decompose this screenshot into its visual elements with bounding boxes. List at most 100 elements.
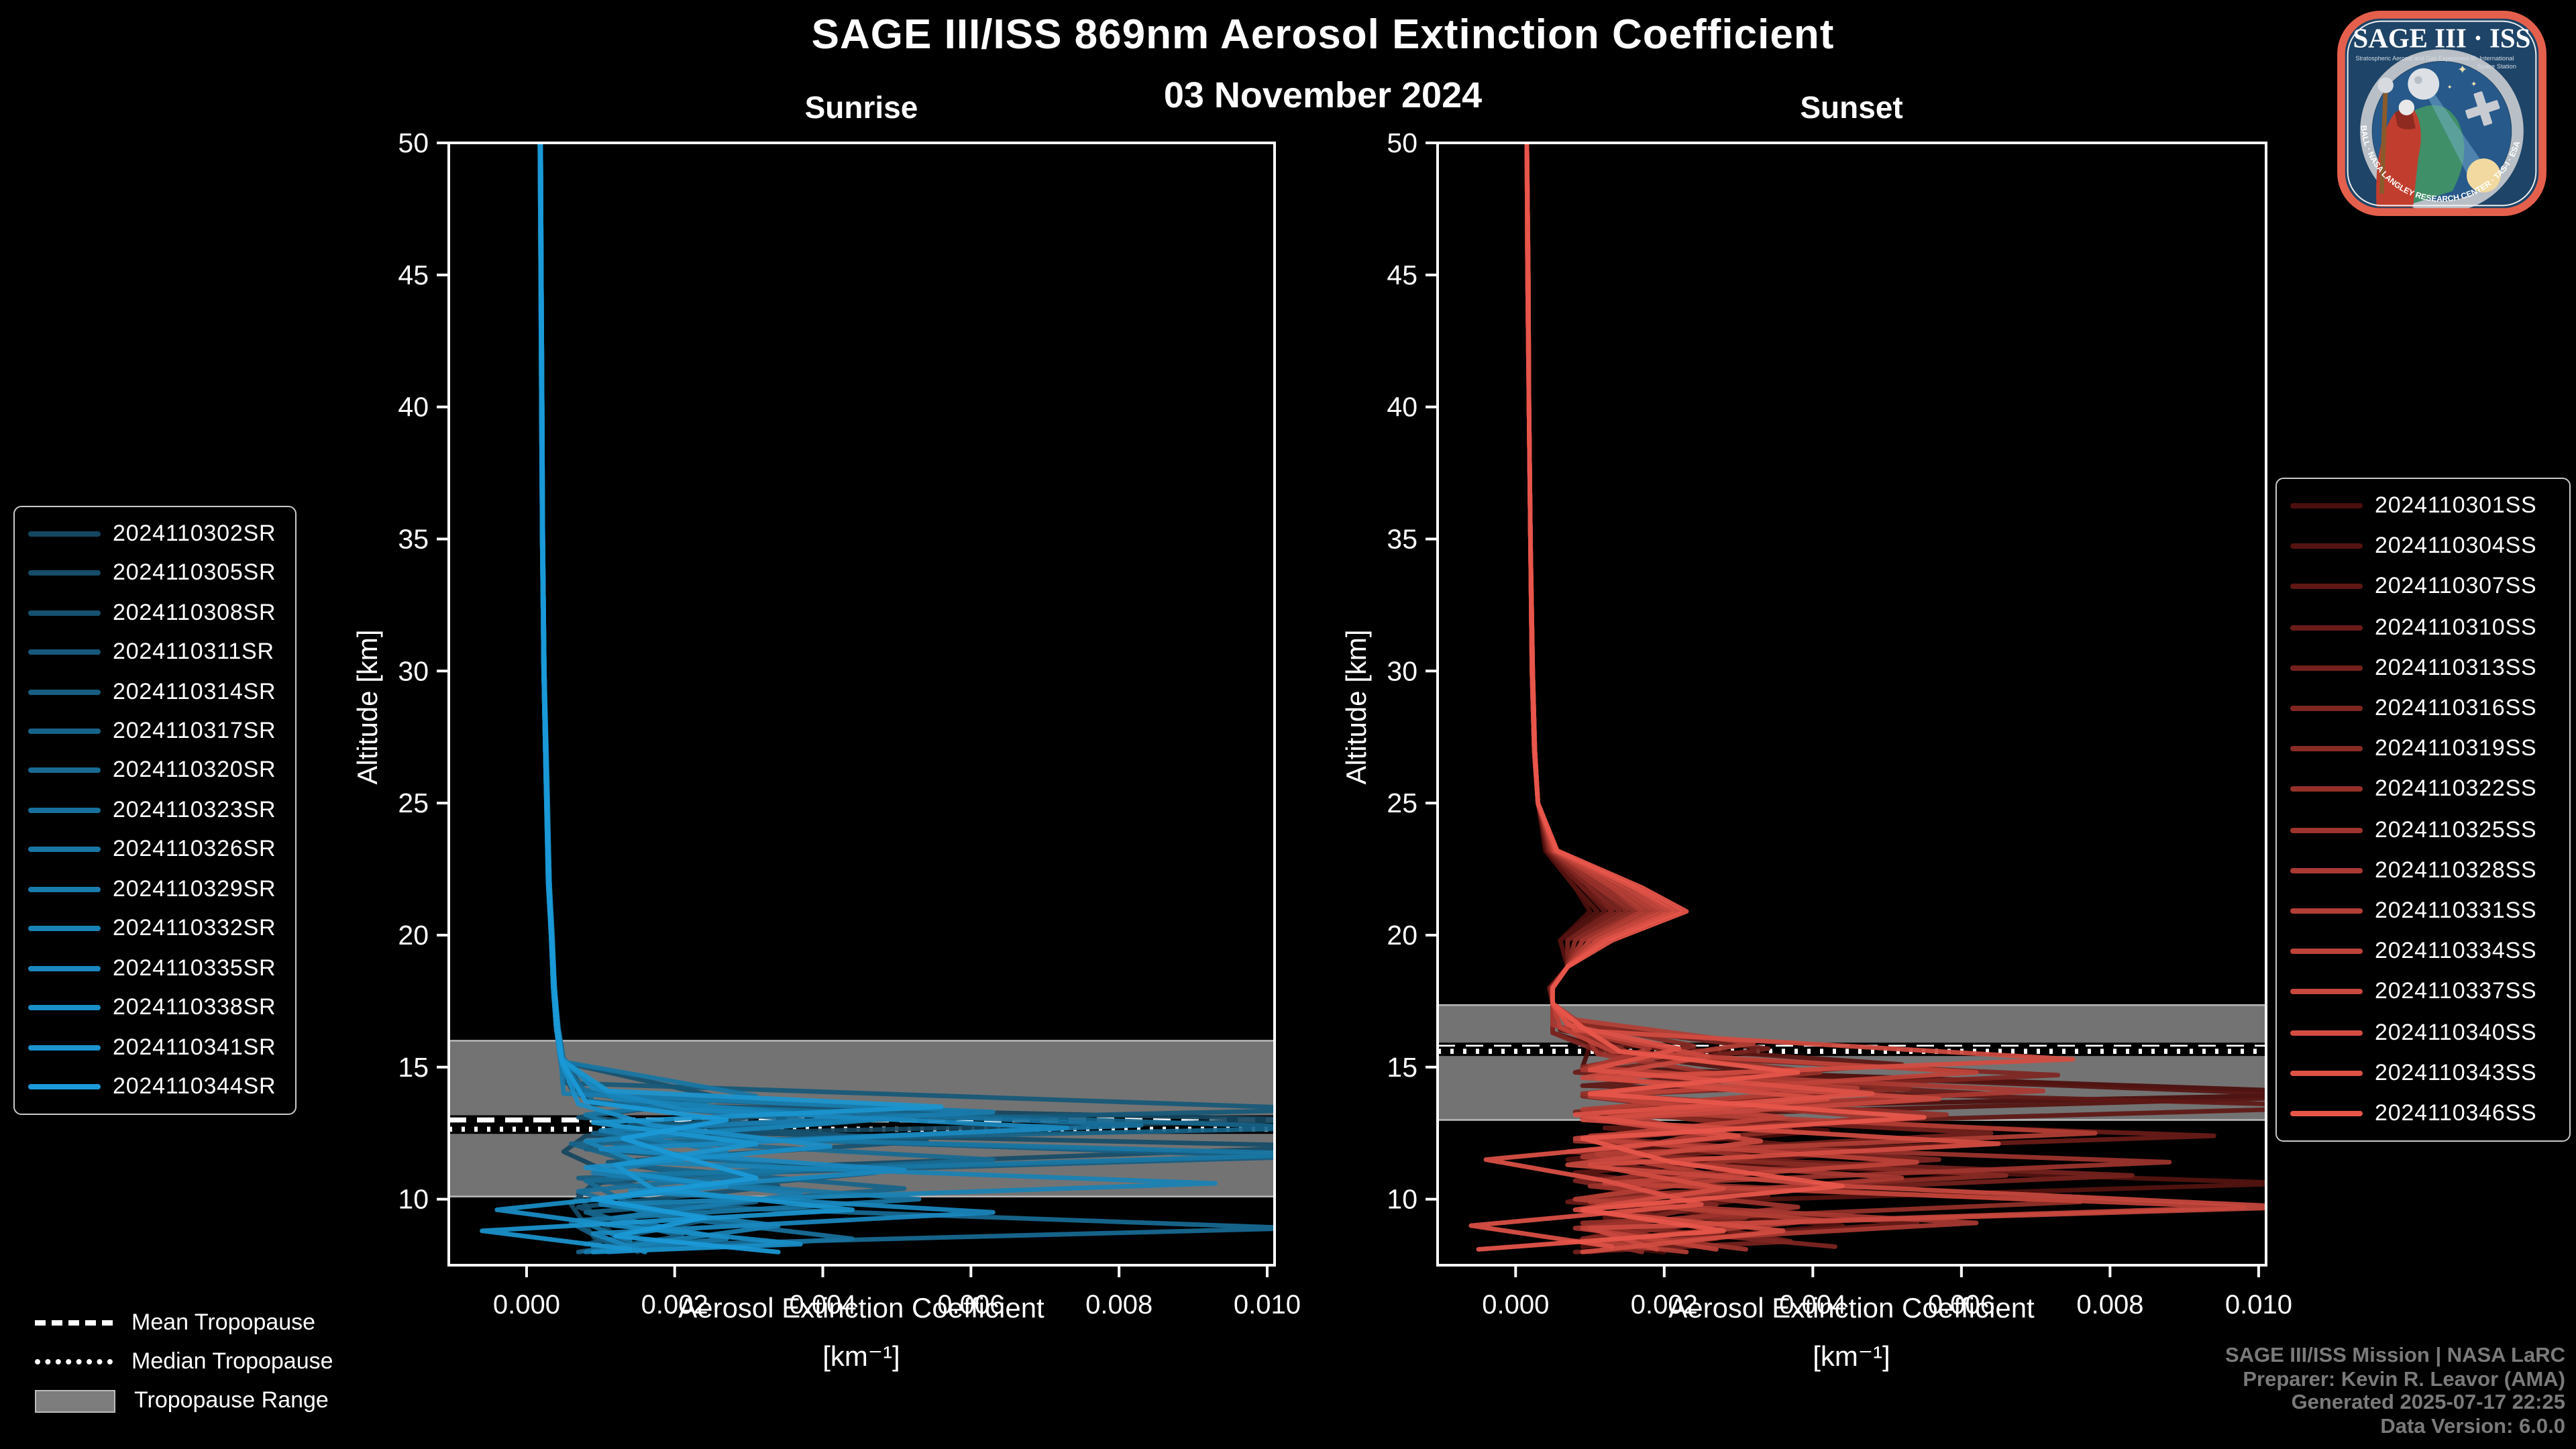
- mean-tropopause-line-sample: [35, 1320, 113, 1326]
- y-tick-label: 15: [1387, 1052, 1417, 1083]
- x-tick-label: 0.008: [1085, 1290, 1152, 1320]
- logo-sun: [2467, 158, 2501, 193]
- figure-title: SAGE III/ISS 869nm Aerosol Extinction Co…: [811, 11, 1835, 58]
- legend-item: 2024110343SS: [2290, 1059, 2556, 1086]
- legend-event-label: 2024110344SR: [113, 1073, 276, 1099]
- mean-tropopause-label: Mean Tropopause: [131, 1309, 316, 1335]
- y-tick-label: 15: [398, 1052, 429, 1083]
- x-tick-label: 0.000: [493, 1290, 560, 1320]
- legend-event-label: 2024110340SS: [2375, 1019, 2537, 1045]
- credit-data-version: Data Version: 6.0.0: [2380, 1415, 2565, 1438]
- x-tick-label: 0.004: [1779, 1290, 1846, 1320]
- legend-color-swatch: [28, 728, 101, 734]
- legend-item: 2024110323SR: [28, 797, 282, 824]
- x-tick-label: 0.004: [789, 1290, 856, 1320]
- legend-item: 2024110308SR: [28, 599, 282, 626]
- y-tick-label: 25: [398, 788, 429, 818]
- logo-border: [2337, 11, 2546, 216]
- legend-color-swatch: [28, 1044, 101, 1051]
- legend-item: 2024110332SR: [28, 916, 282, 943]
- legend-color-swatch: [2290, 949, 2363, 955]
- y-tick-label: 30: [398, 655, 429, 686]
- legend-event-label: 2024110301SS: [2375, 492, 2537, 519]
- svg-text:✦: ✦: [2457, 63, 2467, 76]
- legend-item: 2024110314SR: [28, 678, 282, 705]
- x-axis-label-sunrise: Aerosol Extinction Coefficient: [678, 1293, 1044, 1324]
- axes-spines-sunset: [1436, 142, 2267, 1267]
- legend-event-label: 2024110317SR: [113, 717, 276, 743]
- figure-date: 03 November 2024: [1163, 75, 1483, 115]
- logo-subtitle-left: Stratospheric Aerosol and Gas Experiment…: [2355, 55, 2475, 62]
- legend-sunset-events: 2024110301SS 2024110304SS 2024110307SS 2024…: [2275, 478, 2571, 1142]
- logo-subtitle-right1: International: [2479, 55, 2514, 62]
- legend-item: 2024110344SR: [28, 1073, 282, 1100]
- panel-title-sunset: Sunset: [1800, 90, 1903, 125]
- legend-item: 2024110334SS: [2290, 938, 2556, 965]
- legend-item: 2024110310SS: [2290, 614, 2556, 641]
- legend-color-swatch: [2290, 1070, 2363, 1076]
- y-tick-label: 40: [1387, 392, 1417, 423]
- legend-color-swatch: [2290, 989, 2363, 995]
- legend-color-swatch: [28, 847, 101, 853]
- legend-item: 2024110305SR: [28, 559, 282, 586]
- y-tick-label: 35: [398, 523, 429, 554]
- legend-color-swatch: [28, 965, 101, 971]
- logo-sage-figure: [2376, 77, 2421, 207]
- svg-text:✦: ✦: [2471, 80, 2477, 89]
- legend-color-swatch: [28, 1084, 101, 1090]
- legend-item: 2024110338SR: [28, 994, 282, 1021]
- y-tick-label: 20: [398, 920, 429, 951]
- x-tick-label: 0.010: [1234, 1290, 1301, 1320]
- legend-item: 2024110304SS: [2290, 533, 2556, 560]
- legend-event-label: 2024110316SS: [2375, 695, 2537, 721]
- legend-color-swatch: [28, 767, 101, 773]
- y-tick-label: 50: [1387, 127, 1417, 158]
- x-tick-label: 0.006: [937, 1290, 1004, 1320]
- x-tick-label: 0.006: [1928, 1290, 1995, 1320]
- legend-item: 2024110317SR: [28, 718, 282, 745]
- legend-item: 2024110325SS: [2290, 816, 2556, 843]
- legend-event-label: 2024110346SS: [2375, 1099, 2537, 1126]
- x-axis-units-sunrise: [km⁻¹]: [822, 1342, 900, 1373]
- legend-color-swatch: [28, 610, 101, 616]
- legend-item: 2024110313SS: [2290, 655, 2556, 682]
- y-tick-label: 10: [1387, 1184, 1417, 1215]
- legend-event-label: 2024110319SS: [2375, 735, 2537, 761]
- logo-subtitle-right2: Space Station: [2477, 63, 2516, 70]
- legend-event-label: 2024110302SR: [113, 520, 276, 546]
- median-tropopause-line-sample: [35, 1359, 113, 1364]
- legend-color-swatch: [28, 807, 101, 813]
- y-tick-label: 45: [398, 260, 429, 290]
- legend-item: 2024110302SR: [28, 520, 282, 547]
- logo-ring: [2360, 49, 2524, 213]
- tropopause-legend-median-row: Median Tropopause: [35, 1348, 333, 1375]
- legend-event-label: 2024110322SS: [2375, 775, 2537, 802]
- legend-color-swatch: [2290, 1030, 2363, 1036]
- legend-color-swatch: [2290, 746, 2363, 752]
- legend-event-label: 2024110320SR: [113, 757, 276, 783]
- legend-event-label: 2024110305SR: [113, 559, 276, 586]
- tropopause-legend: Mean Tropopause Median Tropopause Tropop…: [35, 1309, 333, 1414]
- legend-color-swatch: [2290, 503, 2363, 509]
- legend-event-label: 2024110325SS: [2375, 816, 2537, 843]
- x-tick-label: 0.000: [1482, 1290, 1549, 1320]
- logo-moon-crater: [2414, 76, 2422, 85]
- legend-item: 2024110335SR: [28, 955, 282, 981]
- legend-item: 2024110319SS: [2290, 735, 2556, 762]
- legend-color-swatch: [28, 570, 101, 576]
- y-tick-label: 30: [1387, 655, 1417, 686]
- legend-color-swatch: [28, 1005, 101, 1011]
- x-axis-label-sunset: Aerosol Extinction Coefficient: [1668, 1293, 2035, 1324]
- y-tick-label: 35: [1387, 523, 1417, 554]
- y-tick-label: 25: [1387, 788, 1417, 818]
- legend-item: 2024110311SR: [28, 639, 282, 665]
- legend-event-label: 2024110326SR: [113, 836, 276, 862]
- credit-preparer: Preparer: Kevin R. Leavor (AMA): [2243, 1368, 2565, 1391]
- y-tick-label: 20: [1387, 920, 1417, 951]
- legend-color-swatch: [2290, 786, 2363, 792]
- legend-item: 2024110307SS: [2290, 574, 2556, 600]
- x-tick-label: 0.002: [641, 1290, 708, 1320]
- legend-item: 2024110329SR: [28, 876, 282, 903]
- y-tick-label: 45: [1387, 260, 1417, 290]
